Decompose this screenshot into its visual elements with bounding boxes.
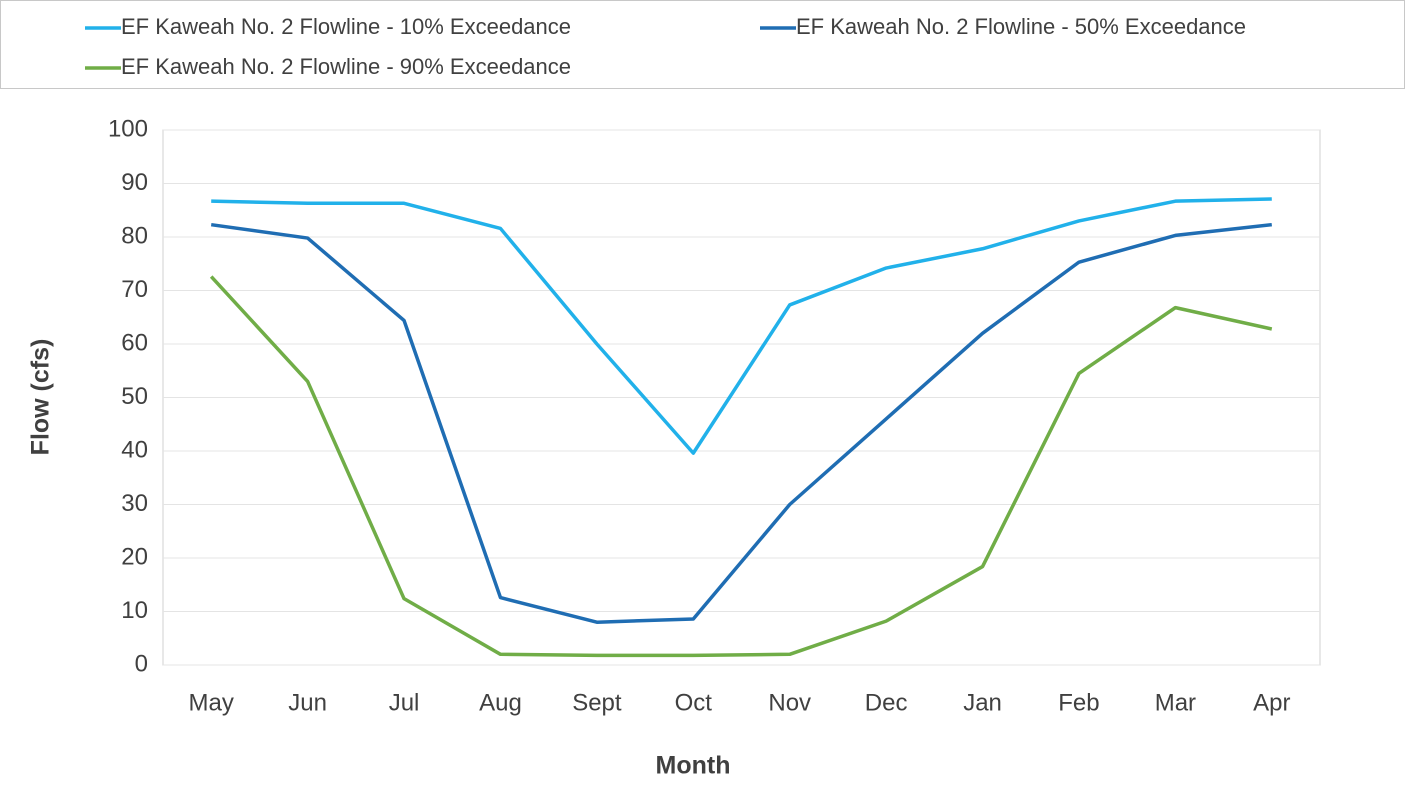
x-tick-label: Jan (963, 689, 1002, 716)
y-tick-label: 80 (121, 222, 148, 249)
x-tick-label: Dec (865, 689, 908, 716)
y-tick-label: 90 (121, 169, 148, 196)
y-tick-label: 30 (121, 490, 148, 517)
y-tick-label: 100 (108, 115, 148, 142)
data-line (211, 197, 1272, 455)
x-tick-label: Apr (1253, 689, 1290, 716)
legend-label: EF Kaweah No. 2 Flowline - 50% Exceedanc… (796, 14, 1246, 39)
legend-label: EF Kaweah No. 2 Flowline - 90% Exceedanc… (121, 54, 571, 79)
y-tick-label: 0 (135, 650, 148, 677)
y-tick-label: 20 (121, 543, 148, 570)
data-line (209, 275, 1273, 658)
x-tick-label: Feb (1058, 689, 1099, 716)
x-tick-label: Sept (572, 689, 622, 716)
x-tick-label: Jul (389, 689, 420, 716)
x-tick-label: Mar (1155, 689, 1196, 716)
x-tick-label: Nov (768, 689, 811, 716)
y-tick-label: 60 (121, 329, 148, 356)
data-line (210, 222, 1272, 624)
legend-label: EF Kaweah No. 2 Flowline - 10% Exceedanc… (121, 14, 571, 39)
y-tick-label: 10 (121, 597, 148, 624)
x-tick-label: Oct (675, 689, 713, 716)
x-axis-title: Month (656, 752, 731, 780)
y-tick-label: 70 (121, 276, 148, 303)
x-tick-label: Aug (479, 689, 522, 716)
x-tick-label: May (189, 689, 234, 716)
y-axis-title: Flow (cfs) (27, 339, 55, 456)
x-tick-label: Jun (288, 689, 327, 716)
y-tick-label: 50 (121, 383, 148, 410)
y-tick-label: 40 (121, 436, 148, 463)
